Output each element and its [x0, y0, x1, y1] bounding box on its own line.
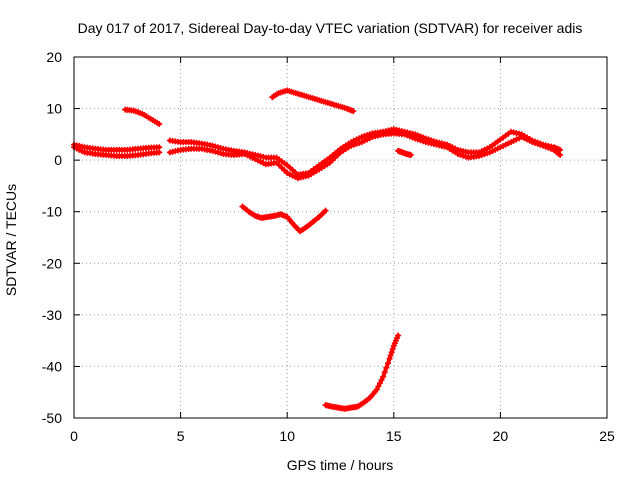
series-lower-segment-1: [239, 203, 329, 235]
data-point: [407, 151, 414, 158]
data-point: [384, 360, 391, 367]
axis-ticks: 0 5 10 15 20 25 -50 -40 -30 -20 -10 0 10 20: [42, 49, 615, 444]
series-upper-segment-1: [122, 106, 163, 128]
grid: [74, 57, 607, 418]
series-group: [71, 87, 564, 412]
plot-frame: [73, 56, 608, 419]
data-point: [381, 369, 388, 376]
data-point: [156, 121, 163, 128]
data-point: [375, 383, 382, 390]
y-tick-label: -30: [42, 307, 62, 323]
y-tick-label: -50: [42, 410, 62, 426]
y-tick-label: 20: [46, 49, 62, 65]
data-point: [350, 108, 357, 115]
x-tick-label: 5: [177, 428, 185, 444]
series-main-lower: [71, 144, 163, 160]
y-tick-label: -10: [42, 204, 62, 220]
data-point: [387, 352, 394, 359]
y-tick-label: 10: [46, 101, 62, 117]
data-point: [389, 346, 396, 353]
y-tick-label: -20: [42, 255, 62, 271]
data-point: [380, 373, 387, 380]
y-tick-label: -40: [42, 358, 62, 374]
series-main-upper: [71, 141, 163, 153]
y-tick-label: 0: [54, 152, 62, 168]
x-tick-label: 0: [70, 428, 78, 444]
y-axis-label: SDTVAR / TECUs: [3, 184, 19, 296]
chart-title: Day 017 of 2017, Sidereal Day-to-day VTE…: [78, 20, 583, 36]
data-point: [378, 376, 385, 383]
data-point: [156, 149, 163, 156]
x-axis-label: GPS time / hours: [287, 457, 394, 473]
data-point: [156, 144, 163, 151]
data-point: [383, 364, 390, 371]
series-main-upper-2: [166, 126, 564, 178]
data-point: [386, 355, 393, 362]
x-tick-label: 20: [493, 428, 509, 444]
data-point: [388, 349, 395, 356]
series-lower-segment-2: [322, 332, 402, 412]
data-point: [395, 332, 402, 339]
data-point: [376, 380, 383, 387]
data-point: [373, 386, 380, 393]
data-point: [557, 146, 564, 153]
data-point: [322, 207, 329, 214]
data-point: [557, 151, 564, 158]
x-tick-label: 10: [279, 428, 295, 444]
x-tick-label: 15: [386, 428, 402, 444]
series-mid-segment: [395, 147, 414, 158]
x-tick-label: 25: [599, 428, 615, 444]
series-upper-segment-2: [269, 87, 357, 115]
